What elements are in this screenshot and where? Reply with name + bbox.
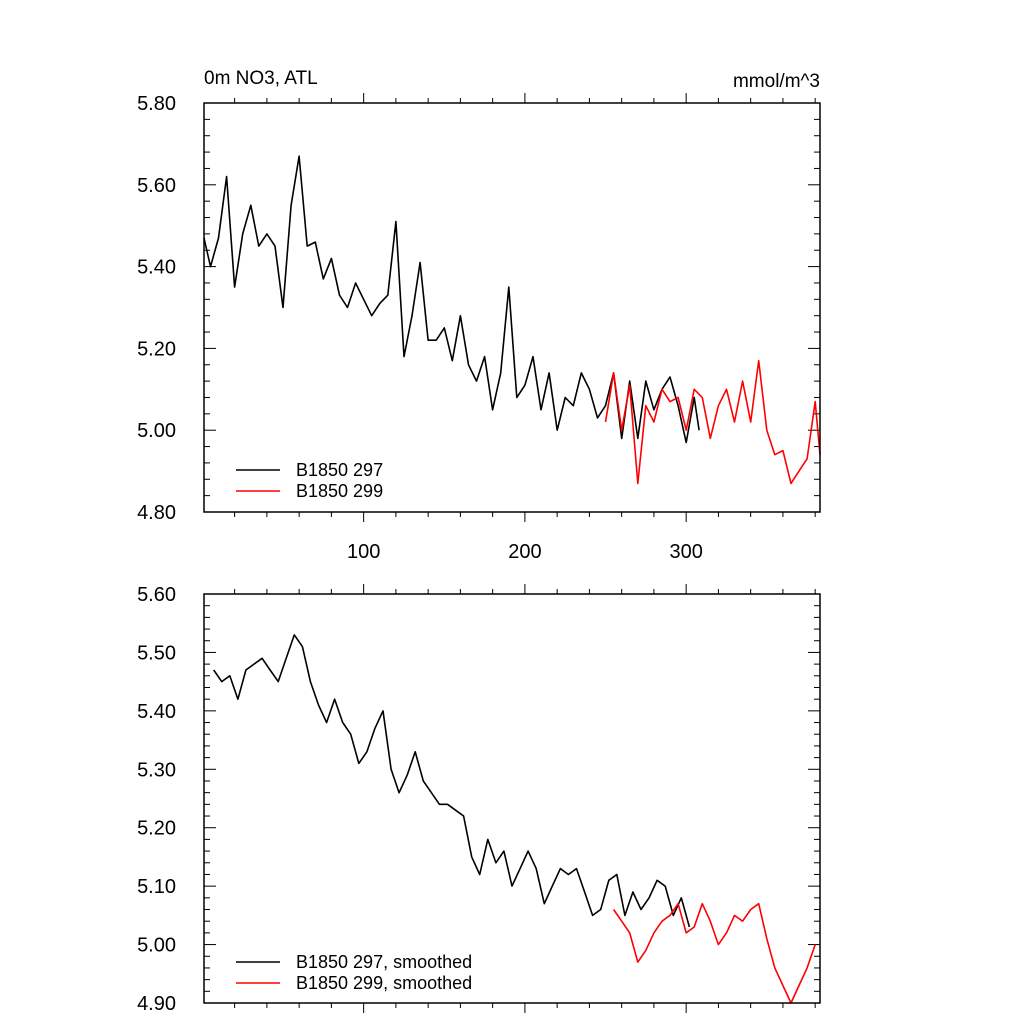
top-legend: B1850 297 B1850 299: [236, 460, 383, 501]
bottom-series-line-299: [612, 902, 816, 1004]
bottom-ytick-label: 5.30: [137, 759, 176, 781]
bottom-ytick-label: 5.10: [137, 876, 176, 898]
bottom-plot-frame: [203, 593, 821, 1004]
top-ytick-label: 5.20: [137, 338, 176, 360]
top-ytick-label: 5.40: [137, 257, 176, 279]
title-left: 0m NO3, ATL: [204, 68, 318, 89]
top-xtick-label: 100: [347, 541, 380, 563]
top-ytick-label: 5.80: [137, 93, 176, 115]
bottom-ytick-label: 4.90: [137, 993, 176, 1015]
bottom-ytick-label: 5.00: [137, 935, 176, 957]
bottom-ytick-label: 5.20: [137, 818, 176, 840]
bottom-ytick-label: 5.40: [137, 701, 176, 723]
top-panel: 0m NO3, ATL mmol/m^3 4.80 5.00 5.20 5.40 5.6…: [137, 68, 821, 563]
top-xtick-label: 300: [669, 541, 702, 563]
top-xtick-label: 200: [508, 541, 541, 563]
top-plot-frame: [203, 102, 821, 513]
legend-label-299-smoothed: B1850 299, smoothed: [296, 973, 472, 993]
top-series-line-299: [604, 359, 821, 485]
legend-label-297: B1850 297: [296, 460, 383, 480]
top-ytick-label: 5.00: [137, 420, 176, 442]
bottom-ytick-label: 5.60: [137, 584, 176, 606]
legend-label-297-smoothed: B1850 297, smoothed: [296, 952, 472, 972]
bottom-legend: B1850 297, smoothed B1850 299, smoothed: [236, 952, 472, 993]
top-ytick-label: 5.60: [137, 175, 176, 197]
top-series-line-297: [203, 155, 700, 444]
bottom-panel: 4.90 5.00 5.10 5.20 5.30 5.40 5.50 5.60 B1850 2…: [137, 584, 821, 1015]
title-right: mmol/m^3: [733, 71, 820, 92]
bottom-ytick-label: 5.50: [137, 642, 176, 664]
top-ytick-label: 4.80: [137, 502, 176, 524]
bottom-series-line-297: [213, 634, 691, 928]
legend-label-299: B1850 299: [296, 481, 383, 501]
